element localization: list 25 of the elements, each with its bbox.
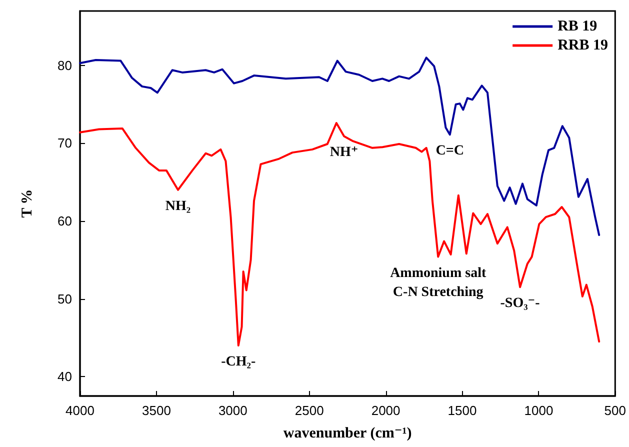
legend-label: RB 19 xyxy=(558,18,598,34)
x-tick-label: 500 xyxy=(604,403,626,418)
y-tick-label: 50 xyxy=(58,291,72,306)
x-axis-title: wavenumber (cm⁻¹) xyxy=(283,426,412,442)
legend-label: RRB 19 xyxy=(558,38,608,54)
annotation: C=C xyxy=(436,144,464,159)
x-tick-label: 1000 xyxy=(524,403,554,418)
x-tick-label: 2000 xyxy=(371,403,400,418)
x-tick-label: 3500 xyxy=(142,403,171,418)
line-series xyxy=(79,122,600,346)
annotation: NH⁺ xyxy=(330,145,358,160)
annotation: Ammonium salt C-N Stretching xyxy=(390,266,486,300)
y-tick-label: 60 xyxy=(58,214,72,228)
y-tick-label: 40 xyxy=(58,369,72,384)
y-axis-title: T % xyxy=(20,189,36,218)
x-tick-label: 1500 xyxy=(448,403,477,418)
x-tick-label: 2500 xyxy=(294,403,324,418)
x-tick-label: 4000 xyxy=(66,403,94,418)
annotation: -CH₂- xyxy=(221,354,256,370)
annotation: -SO₃⁻- xyxy=(500,296,540,312)
y-tick-label: 80 xyxy=(58,58,72,73)
y-tick-label: 70 xyxy=(58,136,72,151)
annotation: NH₂ xyxy=(165,198,191,214)
line-series xyxy=(79,56,600,236)
x-tick-label: 3000 xyxy=(218,403,248,418)
